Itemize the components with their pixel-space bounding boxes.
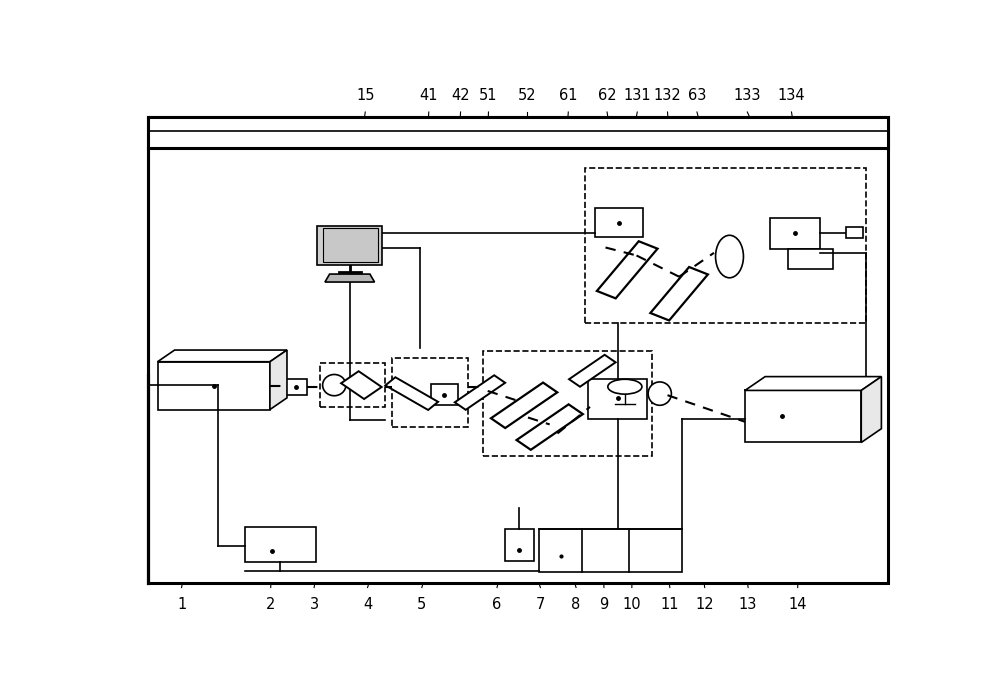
Bar — [148, 117, 888, 148]
Bar — [770, 218, 820, 248]
Bar — [595, 208, 643, 237]
Text: 62: 62 — [598, 88, 616, 103]
Text: 12: 12 — [695, 597, 714, 611]
Bar — [245, 527, 316, 562]
Text: 11: 11 — [661, 597, 679, 611]
Text: 6: 6 — [492, 597, 502, 611]
Polygon shape — [597, 241, 658, 298]
Bar — [158, 362, 270, 410]
Text: 134: 134 — [778, 88, 805, 103]
Text: 3: 3 — [310, 597, 319, 611]
Bar — [505, 529, 534, 561]
Polygon shape — [745, 377, 881, 391]
Bar — [392, 358, 468, 427]
Text: 7: 7 — [536, 597, 545, 611]
Text: 5: 5 — [417, 597, 426, 611]
Text: 61: 61 — [559, 88, 578, 103]
Bar — [588, 379, 647, 419]
Polygon shape — [270, 350, 287, 410]
Text: 42: 42 — [451, 88, 470, 103]
Bar — [788, 248, 833, 268]
Polygon shape — [323, 228, 378, 262]
Bar — [431, 384, 458, 405]
Text: 131: 131 — [623, 88, 651, 103]
Text: 63: 63 — [688, 88, 706, 103]
Polygon shape — [861, 377, 881, 442]
Bar — [320, 364, 385, 407]
Ellipse shape — [608, 380, 642, 394]
Text: 15: 15 — [356, 88, 374, 103]
Polygon shape — [650, 267, 708, 320]
Text: 1: 1 — [177, 597, 186, 611]
Text: 9: 9 — [599, 597, 609, 611]
Ellipse shape — [716, 235, 743, 278]
Text: 41: 41 — [420, 88, 438, 103]
Ellipse shape — [323, 375, 346, 396]
Polygon shape — [569, 355, 616, 386]
Text: 13: 13 — [739, 597, 757, 611]
Polygon shape — [325, 274, 375, 282]
Polygon shape — [341, 371, 382, 399]
Bar — [539, 529, 682, 571]
Bar — [284, 379, 307, 395]
Polygon shape — [517, 404, 583, 450]
Text: 8: 8 — [571, 597, 581, 611]
Text: 132: 132 — [654, 88, 681, 103]
Text: 2: 2 — [266, 597, 275, 611]
Bar — [585, 168, 866, 323]
Text: 51: 51 — [479, 88, 498, 103]
Text: 133: 133 — [734, 88, 761, 103]
Text: 4: 4 — [363, 597, 372, 611]
Text: 52: 52 — [518, 88, 537, 103]
Polygon shape — [385, 377, 438, 410]
Ellipse shape — [648, 382, 671, 405]
Bar — [745, 391, 861, 442]
Bar — [846, 227, 863, 238]
Polygon shape — [317, 226, 382, 264]
Polygon shape — [455, 375, 505, 410]
Text: 14: 14 — [788, 597, 807, 611]
Bar — [483, 351, 652, 456]
Text: 10: 10 — [623, 597, 641, 611]
Polygon shape — [491, 382, 557, 428]
Bar — [148, 117, 888, 583]
Polygon shape — [158, 350, 287, 362]
